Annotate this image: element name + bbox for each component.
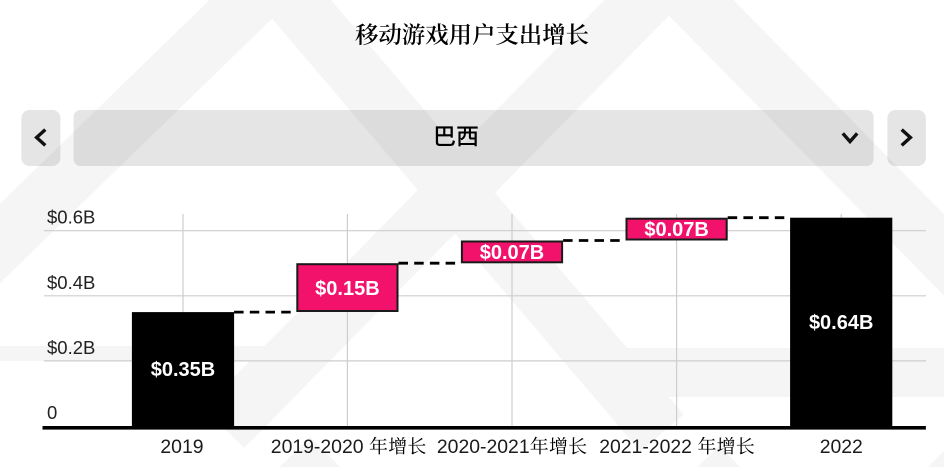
svg-text:$0.2B: $0.2B [47, 337, 95, 358]
svg-text:2022: 2022 [820, 436, 863, 458]
svg-text:2020-2021: 2020-2021 [437, 436, 530, 458]
svg-text:$0.4B: $0.4B [47, 272, 95, 293]
svg-text:$0.35B: $0.35B [151, 359, 216, 381]
svg-text:$0.07B: $0.07B [480, 242, 545, 264]
svg-text:0: 0 [47, 402, 57, 423]
svg-text:$0.15B: $0.15B [315, 278, 380, 300]
svg-text:$0.64B: $0.64B [809, 312, 874, 334]
svg-text:2021-2022: 2021-2022 [599, 436, 692, 458]
svg-text:2019: 2019 [160, 436, 203, 458]
svg-text:$0.6B: $0.6B [47, 207, 95, 228]
svg-text:$0.07B: $0.07B [644, 219, 709, 241]
svg-text:2019-2020: 2019-2020 [271, 436, 364, 458]
